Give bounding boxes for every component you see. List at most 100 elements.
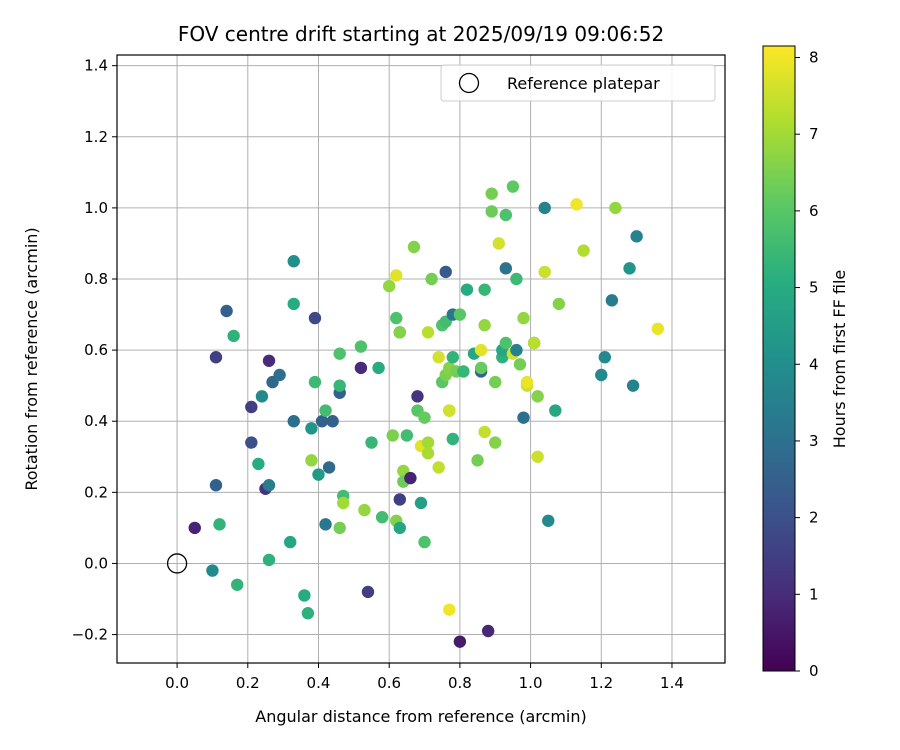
data-point [284,535,297,549]
data-point [337,496,350,510]
colorbar-tick-label: 6 [809,202,819,220]
data-point [492,237,505,250]
grid-lines [117,55,725,663]
data-point [245,400,258,414]
data-point [361,585,375,599]
data-point [421,326,435,339]
data-point [319,518,332,531]
data-point [510,343,523,357]
data-point [308,311,322,325]
data-point [287,297,300,311]
data-point [499,336,513,350]
data-point [404,471,417,485]
data-point [209,351,223,364]
data-point [308,375,322,389]
data-point [262,354,276,367]
data-point [230,578,244,591]
data-point [414,496,428,510]
data-point [421,436,435,449]
data-point [252,457,265,471]
y-tick-label: 0.4 [84,412,108,430]
legend: Reference platepar [440,64,716,102]
legend-entry-label: Reference platepar [507,74,660,93]
data-point [552,297,566,311]
data-point [227,329,240,343]
data-point [273,368,286,382]
data-point [209,479,223,492]
colorbar-tick-label: 4 [809,355,819,373]
data-point [605,294,619,307]
colorbar-ticks: 0 1 2 3 4 5 6 7 8 [795,49,819,680]
data-point [595,368,608,382]
data-point [262,479,276,492]
data-point [418,411,431,424]
data-point [312,468,325,481]
data-point [411,390,424,403]
data-point [372,361,385,375]
x-axis-ticks: 0.0 0.2 0.4 0.6 0.8 1.0 1.2 1.4 [165,663,684,692]
data-point [570,198,583,211]
data-point [478,319,491,332]
data-point [446,351,460,364]
data-point [333,521,346,535]
data-point [354,361,368,375]
data-point [510,272,523,286]
data-point [382,279,396,293]
data-point [354,340,368,353]
x-tick-label: 1.2 [589,674,613,692]
data-point [432,351,445,364]
plot-frame [116,54,726,664]
data-point [538,265,551,279]
colorbar-label: Hours from first FF file [830,270,849,449]
data-point [527,336,541,350]
data-point [425,272,438,286]
data-point [478,425,491,439]
data-point [474,343,488,357]
data-point [609,201,622,215]
chart-title: FOV centre drift starting at 2025/09/19 … [178,22,664,46]
data-point [333,379,346,392]
data-point [443,404,456,417]
reference-marker [166,553,188,574]
x-tick-label: 0.0 [165,674,189,692]
data-point [478,283,491,296]
data-point [443,603,456,616]
x-tick-label: 1.0 [519,674,543,692]
x-axis-label: Angular distance from reference (arcmin) [255,707,586,726]
data-point [287,415,300,428]
data-point [390,311,403,325]
data-point [298,589,311,602]
data-point [386,429,399,442]
data-point [626,379,640,392]
data-point [630,230,643,243]
data-point [206,564,219,577]
data-point [531,390,544,403]
legend-open-circle-marker [458,72,480,94]
data-point [485,205,498,218]
colorbar: 0 1 2 3 4 5 6 7 8 Hours from first FF file [762,45,849,680]
data-point [549,404,562,417]
data-point [446,432,460,446]
y-tick-label: 0.6 [84,341,108,359]
data-point [213,518,226,531]
data-point [485,187,498,200]
data-point [390,269,403,282]
y-tick-label: 0.2 [84,483,108,501]
y-tick-label: 1.2 [84,128,108,146]
data-point [453,635,467,648]
data-point [319,404,332,417]
data-point [322,461,336,474]
data-point [538,201,551,215]
y-tick-label: −0.2 [72,626,108,644]
data-point [188,521,201,535]
x-tick-label: 1.4 [660,674,684,692]
data-point [460,283,474,296]
data-point [220,304,233,318]
data-point [520,375,534,389]
data-point [358,503,371,517]
data-point [305,454,318,467]
colorbar-tick-label: 0 [809,662,819,680]
data-point [393,326,406,339]
x-tick-label: 0.2 [236,674,260,692]
